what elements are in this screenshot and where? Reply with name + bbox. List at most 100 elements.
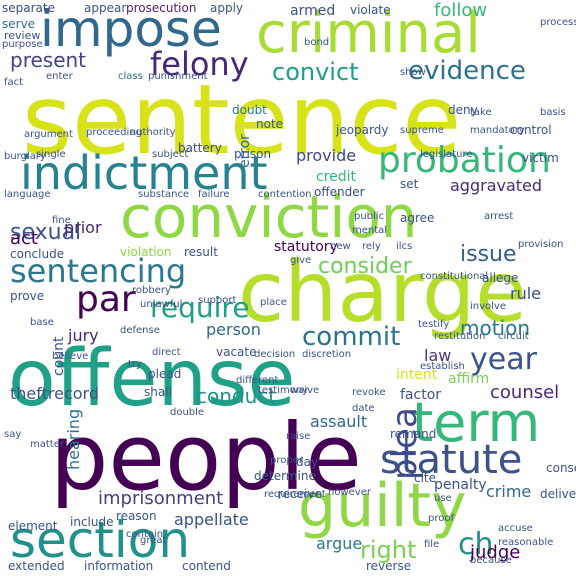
word: contain <box>126 529 164 540</box>
word: proper <box>270 455 303 466</box>
word: remand <box>390 427 437 441</box>
word: agree <box>400 211 435 225</box>
word: offense <box>8 334 296 424</box>
word: guilty <box>298 471 467 541</box>
word: purpose <box>2 39 43 50</box>
word: testimony <box>258 385 309 396</box>
word: believe <box>52 351 89 362</box>
word: penalty <box>434 477 487 493</box>
word: reason <box>116 509 157 523</box>
word: double <box>170 407 205 418</box>
word: defense <box>120 325 160 336</box>
word: raise <box>286 431 311 442</box>
word: punishment <box>148 71 208 82</box>
word: provision <box>518 239 564 250</box>
word: jeopardy <box>336 123 389 137</box>
word: year <box>470 342 537 377</box>
word: counsel <box>490 382 560 403</box>
word: conclude <box>10 247 65 261</box>
word: receive <box>278 487 322 501</box>
word: require <box>150 291 250 324</box>
word: basis <box>540 107 566 118</box>
word: term <box>412 391 541 454</box>
word: conduct <box>196 384 277 408</box>
word: base <box>30 317 54 328</box>
word: statute <box>380 437 523 483</box>
word: set <box>400 177 419 191</box>
word: apply <box>210 1 244 15</box>
word: reasonable <box>498 537 554 548</box>
word: theftrecord <box>10 384 99 403</box>
word: unlawful <box>140 299 183 310</box>
word: requirement <box>264 489 326 500</box>
word: reverse <box>366 559 412 573</box>
word: process <box>540 17 576 28</box>
word: violation <box>120 245 172 259</box>
word: rule <box>510 284 542 303</box>
word: appellate <box>174 510 249 529</box>
word: give <box>290 255 312 266</box>
word: doubt <box>232 103 267 117</box>
word: charge <box>238 243 527 341</box>
word: sentencing <box>10 252 187 290</box>
word: fine <box>52 215 71 226</box>
word: because <box>470 555 512 566</box>
word: commit <box>302 322 401 352</box>
word: enter <box>46 71 73 82</box>
word: sexual <box>10 220 82 245</box>
word: criminal <box>256 1 481 66</box>
word: plea <box>385 407 425 480</box>
word: crime <box>486 482 532 501</box>
word: subject <box>152 149 189 160</box>
word: motion <box>460 316 531 340</box>
word: great <box>140 535 167 546</box>
word: language <box>4 189 51 200</box>
word: matter <box>30 439 64 450</box>
word: try <box>128 359 142 370</box>
word: conviction <box>120 183 418 251</box>
word: proof <box>428 513 454 524</box>
word: information <box>84 559 154 573</box>
word: impose <box>40 0 222 58</box>
word: ilcs <box>396 241 413 252</box>
word: accuse <box>498 523 533 534</box>
word: review <box>4 29 41 42</box>
word: contend <box>182 559 231 573</box>
word: different <box>236 375 279 386</box>
word: law <box>424 346 452 365</box>
word: separate <box>2 1 55 15</box>
word: mandatory <box>470 125 525 136</box>
word: rely <box>362 241 381 252</box>
word: factor <box>400 387 442 403</box>
word: contention <box>258 189 312 200</box>
word: person <box>206 320 261 339</box>
word: act <box>10 228 38 249</box>
word: support <box>198 295 237 306</box>
word: element <box>8 519 58 533</box>
word: indictment <box>20 146 268 200</box>
word: consider <box>318 254 412 279</box>
word: vacate <box>216 345 257 359</box>
word: place <box>260 297 287 308</box>
word: prove <box>10 289 45 303</box>
word: cite <box>414 471 437 485</box>
word: include <box>70 515 114 529</box>
word: use <box>434 493 452 504</box>
word: ch <box>458 527 494 562</box>
word: credit <box>316 169 357 185</box>
word: file <box>424 539 440 550</box>
word: deliver <box>540 487 576 501</box>
word: issue <box>460 242 517 267</box>
word: control <box>510 123 552 137</box>
word: offender <box>314 185 365 199</box>
word: prosecution <box>126 1 197 15</box>
word: establish <box>420 361 465 372</box>
word: plead <box>148 367 182 381</box>
word: intent <box>396 367 438 383</box>
word: par <box>76 279 136 320</box>
word: appear <box>84 1 127 15</box>
word: deny <box>448 103 478 117</box>
word: show <box>400 67 426 78</box>
word: victim <box>522 151 559 165</box>
